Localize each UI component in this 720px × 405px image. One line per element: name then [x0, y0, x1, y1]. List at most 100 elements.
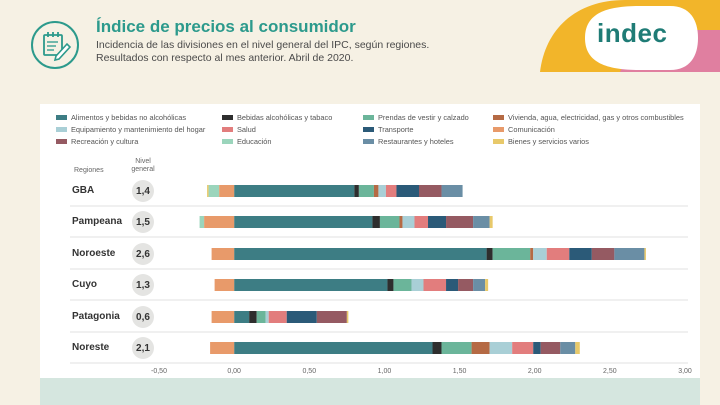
header: Índice de precios al consumidor Incidenc…: [0, 0, 720, 100]
bar-segment-patagonia-alimentos-y-bebidas-no-alcoholicas: [234, 311, 250, 323]
legend-swatch: [222, 115, 233, 120]
x-tick-label: 3,00: [678, 368, 692, 375]
legend-swatch: [222, 139, 233, 144]
legend-item-salud: Salud: [222, 125, 256, 134]
legend-swatch: [493, 115, 504, 120]
bar-segment-pampeana-recreacion-y-cultura: [446, 216, 474, 228]
column-header-regions: Regiones: [74, 167, 104, 174]
indec-logo-text: indec: [597, 18, 668, 48]
bar-segment-noroeste-vivienda-agua-electricidad-gas-y-otros-combustibles: [530, 248, 534, 260]
bar-segment-gba-equipamiento-y-mantenimiento-del-hogar: [378, 185, 386, 197]
bar-segment-pampeana-vivienda-agua-electricidad-gas-y-otros-combustibles: [399, 216, 403, 228]
bar-segment-pampeana-equipamiento-y-mantenimiento-del-hogar: [402, 216, 415, 228]
bar-segment-noreste-transporte: [533, 342, 541, 354]
legend-swatch: [56, 139, 67, 144]
bar-segment-pampeana-salud: [414, 216, 429, 228]
bar-segment-noreste-comunicacion: [210, 342, 235, 354]
bar-segment-noroeste-restaurantes-y-hoteles: [614, 248, 645, 260]
bar-segment-gba-prendas-de-vestir-y-calzado: [358, 185, 374, 197]
bar-segment-gba-comunicacion: [219, 185, 235, 197]
legend-item-equipamiento-y-mantenimiento-del-hogar: Equipamiento y mantenimiento del hogar: [56, 125, 205, 134]
bar-segment-cuyo-bebidas-alcoholicas-y-tabaco: [387, 279, 394, 291]
bar-segment-noreste-restaurantes-y-hoteles: [560, 342, 576, 354]
region-label-gba: GBA: [72, 185, 95, 196]
calendar-pencil-icon: [31, 21, 79, 69]
indec-logo-shapes: [540, 0, 720, 72]
x-tick-label: 0,50: [302, 368, 316, 375]
bar-segment-noreste-prendas-de-vestir-y-calzado: [441, 342, 472, 354]
bar-segment-cuyo-recreacion-y-cultura: [458, 279, 474, 291]
bar-segment-cuyo-transporte: [446, 279, 459, 291]
level-badge-patagonia: 0,6: [132, 306, 154, 328]
region-label-pampeana: Pampeana: [72, 216, 123, 227]
bar-segment-noreste-bebidas-alcoholicas-y-tabaco: [432, 342, 442, 354]
bar-segment-pampeana-restaurantes-y-hoteles: [473, 216, 490, 228]
legend-swatch: [363, 139, 374, 144]
region-label-noroeste: Noroeste: [72, 248, 116, 259]
bar-segment-gba-vivienda-agua-electricidad-gas-y-otros-combustibles: [373, 185, 379, 197]
column-header-level-line-2: general: [131, 166, 155, 173]
bar-segment-pampeana-educacion: [199, 216, 205, 228]
bar-segment-noroeste-salud: [546, 248, 570, 260]
legend-swatch: [222, 127, 233, 132]
bar-segment-cuyo-restaurantes-y-hoteles: [473, 279, 486, 291]
bar-segment-noroeste-bienes-y-servicios-varios: [644, 248, 646, 260]
legend-label: Vivienda, agua, electricidad, gas y otro…: [508, 113, 684, 122]
bar-segment-noreste-bienes-y-servicios-varios: [575, 342, 580, 354]
region-label-patagonia: Patagonia: [72, 311, 120, 322]
bar-segment-pampeana-prendas-de-vestir-y-calzado: [379, 216, 400, 228]
bar-segment-noroeste-recreacion-y-cultura: [591, 248, 615, 260]
legend-swatch: [56, 127, 67, 132]
bar-segment-gba-restaurantes-y-hoteles: [441, 185, 463, 197]
level-badge-noroeste: 2,6: [132, 243, 154, 265]
bar-segment-noreste-recreacion-y-cultura: [540, 342, 561, 354]
bar-segment-patagonia-prendas-de-vestir-y-calzado: [256, 311, 266, 323]
bar-segment-patagonia-salud: [268, 311, 287, 323]
legend-label: Alimentos y bebidas no alcohólicas: [71, 113, 187, 122]
legend-item-comunicacion: Comunicación: [493, 125, 555, 134]
legend-item-vivienda-agua-electricidad-gas-y-otros-combustibles: Vivienda, agua, electricidad, gas y otro…: [493, 113, 684, 122]
legend-label: Transporte: [378, 125, 414, 134]
bar-segment-gba-educacion: [208, 185, 220, 197]
subtitle-line-1: Incidencia de las divisiones en el nivel…: [96, 39, 430, 51]
bar-segment-pampeana-transporte: [428, 216, 447, 228]
legend-swatch: [56, 115, 67, 120]
bar-segment-gba-salud: [385, 185, 397, 197]
bar-segment-patagonia-comunicacion: [211, 311, 235, 323]
column-header-level-line-1: Nivel: [135, 158, 151, 165]
legend-swatch: [363, 127, 374, 132]
bar-segment-gba-bienes-y-servicios-varios: [207, 185, 209, 197]
bar-segment-cuyo-alimentos-y-bebidas-no-alcoholicas: [234, 279, 388, 291]
bar-segment-cuyo-equipamiento-y-mantenimiento-del-hogar: [411, 279, 424, 291]
region-label-noreste: Noreste: [72, 342, 110, 353]
legend-label: Comunicación: [508, 125, 555, 134]
bar-segment-noreste-vivienda-agua-electricidad-gas-y-otros-combustibles: [471, 342, 490, 354]
bar-segment-noroeste-alimentos-y-bebidas-no-alcoholicas: [234, 248, 487, 260]
page-subtitle: Incidencia de las divisiones en el nivel…: [96, 39, 429, 64]
bar-segment-pampeana-alimentos-y-bebidas-no-alcoholicas: [234, 216, 373, 228]
bar-segment-patagonia-recreacion-y-cultura: [316, 311, 347, 323]
x-tick-label: 2,50: [603, 368, 617, 375]
page-title: Índice de precios al consumidor: [96, 17, 356, 36]
legend-label: Prendas de vestir y calzado: [378, 113, 469, 122]
bar-segment-noroeste-equipamiento-y-mantenimiento-del-hogar: [533, 248, 547, 260]
bar-segment-noroeste-prendas-de-vestir-y-calzado: [492, 248, 531, 260]
legend-item-prendas-de-vestir-y-calzado: Prendas de vestir y calzado: [363, 113, 469, 122]
bar-segment-patagonia-bebidas-alcoholicas-y-tabaco: [249, 311, 257, 323]
legend-label: Recreación y cultura: [71, 137, 139, 146]
bar-segment-patagonia-transporte: [286, 311, 317, 323]
legend-swatch: [493, 139, 504, 144]
region-label-cuyo: Cuyo: [72, 279, 97, 290]
legend-item-restaurantes-y-hoteles: Restaurantes y hoteles: [363, 137, 454, 146]
bar-segment-noroeste-comunicacion: [211, 248, 235, 260]
bar-segment-gba-recreacion-y-cultura: [418, 185, 442, 197]
bar-segment-noroeste-bebidas-alcoholicas-y-tabaco: [486, 248, 493, 260]
bar-segment-cuyo-comunicacion: [214, 279, 235, 291]
level-badge-noreste: 2,1: [132, 337, 154, 359]
legend-item-transporte: Transporte: [363, 125, 413, 134]
x-tick-label: -0,50: [151, 368, 167, 375]
legend-item-recreacion-y-cultura: Recreación y cultura: [56, 137, 138, 146]
legend-item-bienes-y-servicios-varios: Bienes y servicios varios: [493, 137, 589, 146]
x-tick-label: 2,00: [528, 368, 542, 375]
subtitle-line-2: Resultados con respecto al mes anterior.…: [96, 51, 354, 64]
